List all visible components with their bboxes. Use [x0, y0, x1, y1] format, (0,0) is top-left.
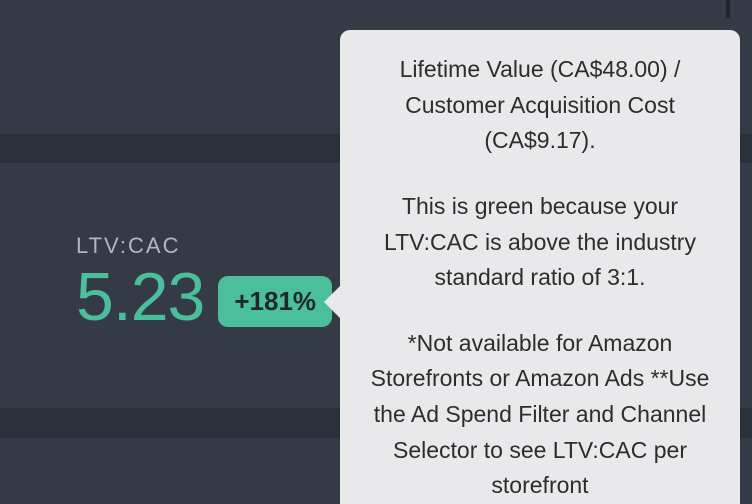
metric-tooltip: Lifetime Value (CA$48.00) / Customer Acq… — [340, 30, 740, 504]
change-badge: +181% — [218, 276, 332, 327]
divider-mark — [726, 0, 730, 18]
tooltip-text-explanation: This is green because your LTV:CAC is ab… — [364, 189, 716, 296]
tooltip-text-footnote: *Not available for Amazon Storefronts or… — [364, 326, 716, 504]
tooltip-text-definition: Lifetime Value (CA$48.00) / Customer Acq… — [364, 52, 716, 159]
metric-value: 5.23 — [76, 263, 204, 331]
tooltip-pointer-icon — [324, 286, 340, 318]
